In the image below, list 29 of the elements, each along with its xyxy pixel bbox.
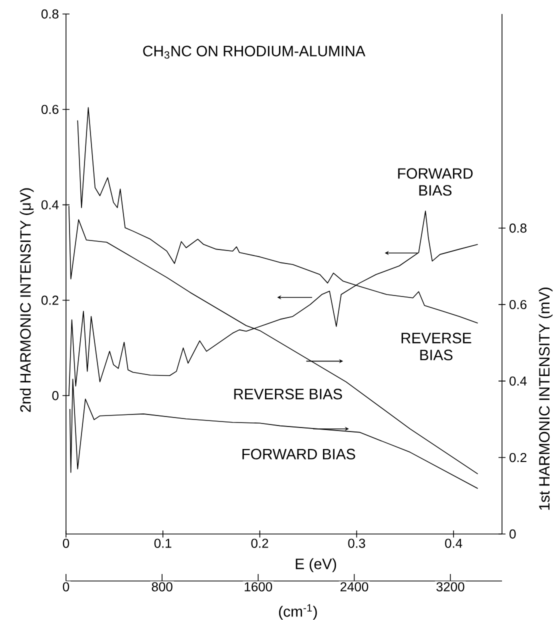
y2-tick-label: 0.4	[510, 376, 527, 386]
x-tick-label: 0.3	[348, 538, 366, 548]
y-tick-label: 0.8	[41, 9, 58, 19]
y2-tick-label: 0	[510, 529, 516, 539]
x-axis-title: E (eV)	[296, 558, 336, 572]
x2-axis-title: (cm$^{-1}$)	[279, 604, 317, 620]
legend-label: FORWARD BIAS	[242, 448, 356, 460]
y2-tick-label: 0.8	[510, 224, 526, 233]
y2-tick-label: 0.2	[510, 452, 526, 462]
y-tick-label: 0.4	[41, 200, 59, 210]
x2-tick-label: 800	[152, 582, 172, 592]
x2-tick-label: 1600	[244, 582, 272, 592]
x2-tick-label: 2400	[340, 582, 368, 592]
y2-axis-title: 1st HARMONIC INTENSITY (mV)	[538, 288, 553, 510]
x2-tick-label: 3200	[436, 582, 464, 592]
text: CH$_{3}$NC ON RHODIUM-ALUMINA	[143, 46, 366, 59]
series-label: REVERSE BIAS	[402, 332, 472, 360]
text: FORWARD BIAS	[398, 168, 473, 196]
x-tick-label: 0.1	[154, 538, 172, 548]
series-label: REVERSE BIAS	[234, 388, 342, 400]
x-tick-label: 0.2	[251, 538, 268, 548]
y-axis-title: 2nd HARMONIC INTENSITY (μV)	[20, 188, 34, 412]
x2-tick-label: 0	[62, 582, 70, 592]
x-tick-label: 0	[62, 538, 70, 548]
y-tick-label: 0.6	[41, 104, 58, 114]
x-tick-label: 0.4	[445, 538, 462, 548]
y2-tick-label: 0.6	[510, 300, 526, 310]
y-tick-label: 0.2	[41, 296, 58, 305]
y-tick-label: 0	[52, 391, 58, 400]
